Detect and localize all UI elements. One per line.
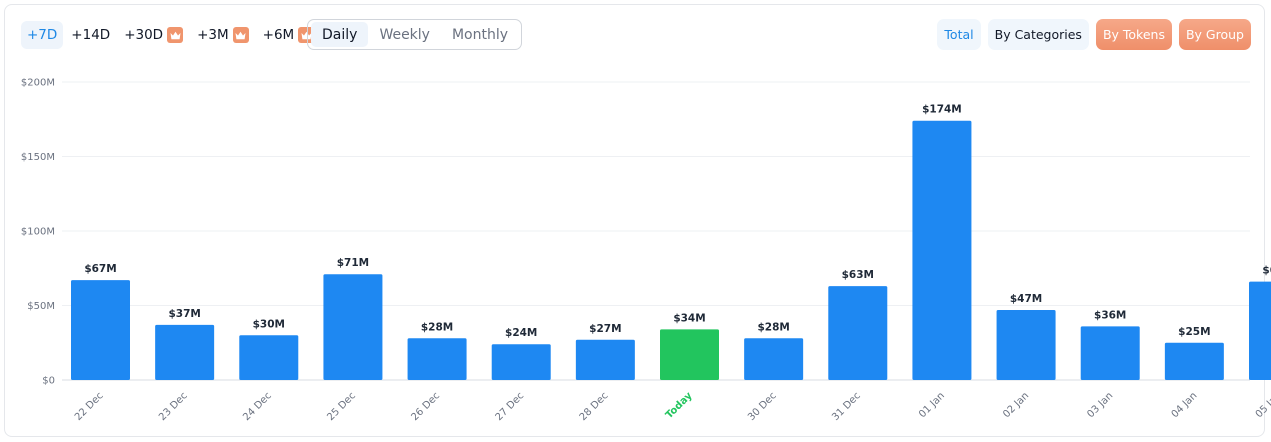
- data-label: $66M: [1262, 265, 1271, 277]
- data-label: $25M: [1178, 326, 1210, 338]
- range-3m-button[interactable]: +3M: [191, 21, 255, 49]
- bar: [407, 338, 467, 380]
- data-label: $36M: [1094, 309, 1126, 321]
- view-mode-selector: Total By Categories By Tokens By Group: [930, 19, 1251, 50]
- range-label: +6M: [262, 27, 295, 43]
- data-label: $24M: [505, 327, 537, 339]
- data-label: $28M: [757, 321, 789, 333]
- data-label: $174M: [922, 104, 962, 116]
- bar: [491, 344, 551, 380]
- y-tick-label: $150M: [21, 152, 55, 163]
- x-tick-label: 30 Dec: [746, 390, 779, 423]
- bar: [912, 120, 972, 381]
- by-tokens-button[interactable]: By Tokens: [1095, 19, 1172, 50]
- x-tick-label: 04 Jan: [1170, 390, 1200, 420]
- x-tick-label: 28 Dec: [578, 390, 611, 423]
- period-toggle: Daily Weekly Monthly: [307, 19, 522, 50]
- data-label: $71M: [337, 257, 369, 269]
- data-label: $63M: [842, 269, 874, 281]
- x-tick-label: 24 Dec: [241, 390, 274, 423]
- total-button[interactable]: Total: [937, 19, 981, 50]
- y-tick-label: $0: [42, 376, 55, 387]
- range-label: +14D: [71, 27, 111, 43]
- bar: [1080, 326, 1140, 380]
- crown-icon: [298, 27, 315, 43]
- y-tick-label: $100M: [21, 227, 55, 238]
- bar: [996, 309, 1056, 380]
- x-tick-label: 05 Jan: [1254, 390, 1271, 420]
- bar: [744, 338, 804, 380]
- crown-icon: [232, 27, 249, 43]
- bar: [1249, 281, 1271, 380]
- data-label: $30M: [253, 318, 285, 330]
- x-tick-label: 27 Dec: [494, 390, 527, 423]
- bar: [660, 329, 719, 380]
- range-14d-button[interactable]: +14D: [65, 21, 116, 49]
- data-label: $27M: [589, 323, 621, 335]
- range-label: +7D: [27, 27, 58, 43]
- range-6m-button[interactable]: +6M: [257, 21, 321, 49]
- range-7d-button[interactable]: +7D: [21, 21, 64, 49]
- bar: [71, 280, 130, 380]
- tab-weekly[interactable]: Weekly: [379, 26, 430, 43]
- data-label: $37M: [168, 308, 200, 320]
- bar: [323, 274, 383, 380]
- by-categories-button[interactable]: By Categories: [987, 19, 1089, 50]
- x-tick-label: 22 Dec: [73, 390, 106, 423]
- y-tick-label: $50M: [27, 301, 55, 312]
- time-range-selector: +7D +14D +30D +3M +6M: [21, 21, 322, 49]
- data-label: $67M: [84, 263, 116, 275]
- bar: [239, 335, 299, 380]
- bar: [1164, 342, 1224, 380]
- tab-daily[interactable]: Daily: [311, 22, 369, 47]
- crown-icon: [167, 27, 184, 43]
- range-30d-button[interactable]: +30D: [118, 21, 189, 49]
- x-tick-label: 26 Dec: [409, 390, 442, 423]
- x-tick-label: 31 Dec: [830, 390, 863, 423]
- bar: [575, 339, 635, 380]
- x-tick-label: 02 Jan: [1001, 390, 1031, 420]
- x-tick-label: 03 Jan: [1085, 390, 1115, 420]
- x-tick-label: Today: [664, 390, 695, 421]
- bar: [155, 324, 215, 380]
- x-tick-label: 25 Dec: [325, 390, 358, 423]
- range-label: +3M: [197, 27, 229, 43]
- by-group-button[interactable]: By Group: [1178, 19, 1251, 50]
- bar: [828, 286, 888, 380]
- tab-monthly[interactable]: Monthly: [451, 26, 509, 43]
- y-tick-label: $200M: [21, 78, 55, 89]
- x-tick-label: 01 Jan: [917, 390, 947, 420]
- data-label: $28M: [421, 321, 453, 333]
- data-label: $47M: [1010, 293, 1042, 305]
- data-label: $34M: [673, 312, 705, 324]
- x-tick-label: 23 Dec: [157, 390, 190, 423]
- range-label: +30D: [124, 27, 164, 43]
